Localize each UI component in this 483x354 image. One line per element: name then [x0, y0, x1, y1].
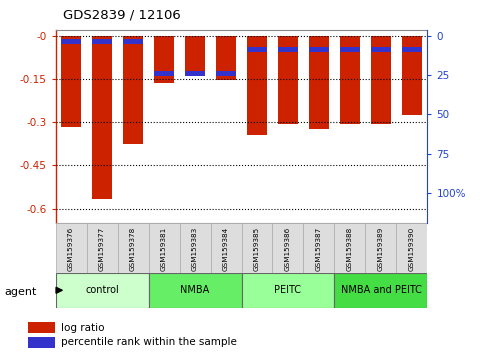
- FancyBboxPatch shape: [86, 223, 117, 273]
- FancyBboxPatch shape: [303, 223, 334, 273]
- Bar: [123, 39, 143, 45]
- Text: GSM159390: GSM159390: [409, 227, 415, 271]
- Text: control: control: [85, 285, 119, 295]
- Text: percentile rank within the sample: percentile rank within the sample: [61, 337, 237, 348]
- Bar: [92, 39, 112, 45]
- Bar: [247, 36, 267, 135]
- Text: GSM159383: GSM159383: [192, 227, 198, 271]
- FancyBboxPatch shape: [149, 223, 180, 273]
- Text: GSM159385: GSM159385: [254, 227, 260, 271]
- Bar: [28, 322, 55, 333]
- Bar: [185, 36, 205, 76]
- Text: GSM159387: GSM159387: [316, 227, 322, 271]
- Bar: [216, 36, 236, 80]
- Bar: [278, 47, 298, 52]
- Text: GSM159381: GSM159381: [161, 227, 167, 271]
- Bar: [154, 71, 174, 76]
- Bar: [61, 36, 81, 127]
- Bar: [371, 47, 391, 52]
- Bar: [28, 337, 55, 348]
- Text: NMBA and PEITC: NMBA and PEITC: [341, 285, 421, 295]
- Text: GDS2839 / 12106: GDS2839 / 12106: [63, 9, 181, 22]
- Bar: [185, 71, 205, 76]
- Text: GSM159376: GSM159376: [68, 227, 74, 271]
- FancyBboxPatch shape: [397, 223, 427, 273]
- FancyBboxPatch shape: [272, 223, 303, 273]
- FancyBboxPatch shape: [334, 223, 366, 273]
- Bar: [92, 36, 112, 199]
- FancyBboxPatch shape: [366, 223, 397, 273]
- Bar: [278, 36, 298, 124]
- FancyBboxPatch shape: [149, 273, 242, 308]
- FancyBboxPatch shape: [242, 273, 334, 308]
- Bar: [309, 47, 329, 52]
- FancyBboxPatch shape: [117, 223, 149, 273]
- Bar: [340, 36, 360, 124]
- Bar: [123, 36, 143, 144]
- FancyBboxPatch shape: [334, 273, 427, 308]
- FancyBboxPatch shape: [56, 223, 86, 273]
- Bar: [216, 71, 236, 76]
- Bar: [402, 36, 422, 115]
- Bar: [309, 36, 329, 130]
- FancyBboxPatch shape: [56, 273, 149, 308]
- FancyBboxPatch shape: [242, 223, 272, 273]
- Bar: [154, 36, 174, 83]
- FancyBboxPatch shape: [211, 223, 242, 273]
- Bar: [61, 39, 81, 45]
- Bar: [340, 47, 360, 52]
- Text: GSM159377: GSM159377: [99, 227, 105, 271]
- Text: GSM159378: GSM159378: [130, 227, 136, 271]
- Bar: [247, 47, 267, 52]
- Bar: [402, 47, 422, 52]
- Text: NMBA: NMBA: [180, 285, 210, 295]
- Text: GSM159386: GSM159386: [285, 227, 291, 271]
- Text: log ratio: log ratio: [61, 322, 105, 332]
- Text: GSM159384: GSM159384: [223, 227, 229, 271]
- Text: agent: agent: [5, 287, 37, 297]
- Bar: [371, 36, 391, 124]
- Text: GSM159389: GSM159389: [378, 227, 384, 271]
- FancyBboxPatch shape: [180, 223, 211, 273]
- Text: PEITC: PEITC: [274, 285, 301, 295]
- Text: GSM159388: GSM159388: [347, 227, 353, 271]
